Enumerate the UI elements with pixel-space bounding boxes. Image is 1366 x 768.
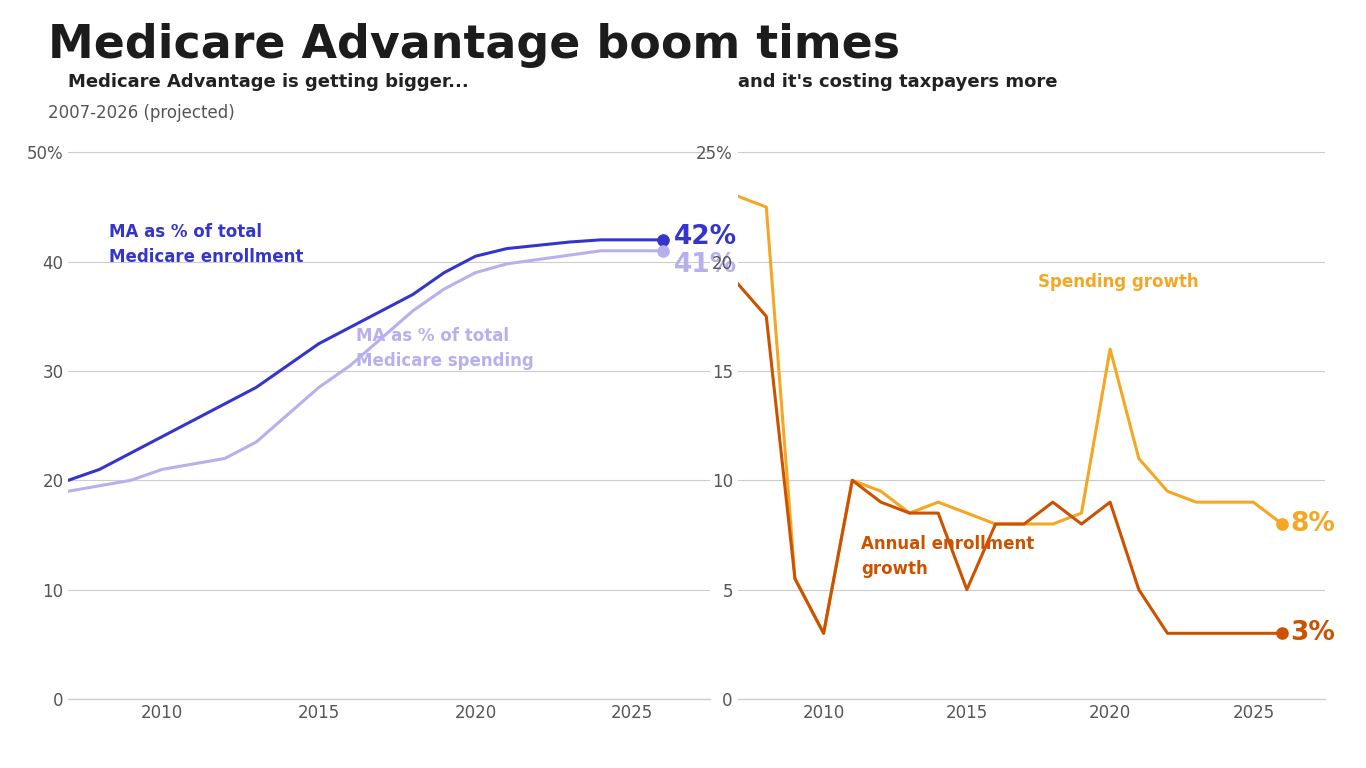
- Point: [1272, 627, 1294, 640]
- Text: Medicare Advantage boom times: Medicare Advantage boom times: [48, 23, 900, 68]
- Point: [653, 245, 675, 257]
- Text: 8%: 8%: [1291, 511, 1336, 537]
- Text: and it's costing taxpayers more: and it's costing taxpayers more: [738, 73, 1057, 91]
- Text: 41%: 41%: [675, 252, 738, 278]
- Text: MA as % of total
Medicare spending: MA as % of total Medicare spending: [357, 327, 534, 370]
- Point: [1272, 518, 1294, 530]
- Text: 3%: 3%: [1291, 621, 1336, 647]
- Text: Annual enrollment
growth: Annual enrollment growth: [861, 535, 1034, 578]
- Point: [653, 233, 675, 246]
- Text: MA as % of total
Medicare enrollment: MA as % of total Medicare enrollment: [109, 223, 303, 266]
- Text: Medicare Advantage is getting bigger...: Medicare Advantage is getting bigger...: [68, 73, 469, 91]
- Text: 42%: 42%: [675, 223, 738, 250]
- Text: 2007-2026 (projected): 2007-2026 (projected): [48, 104, 235, 121]
- Text: Spending growth: Spending growth: [1038, 273, 1199, 290]
